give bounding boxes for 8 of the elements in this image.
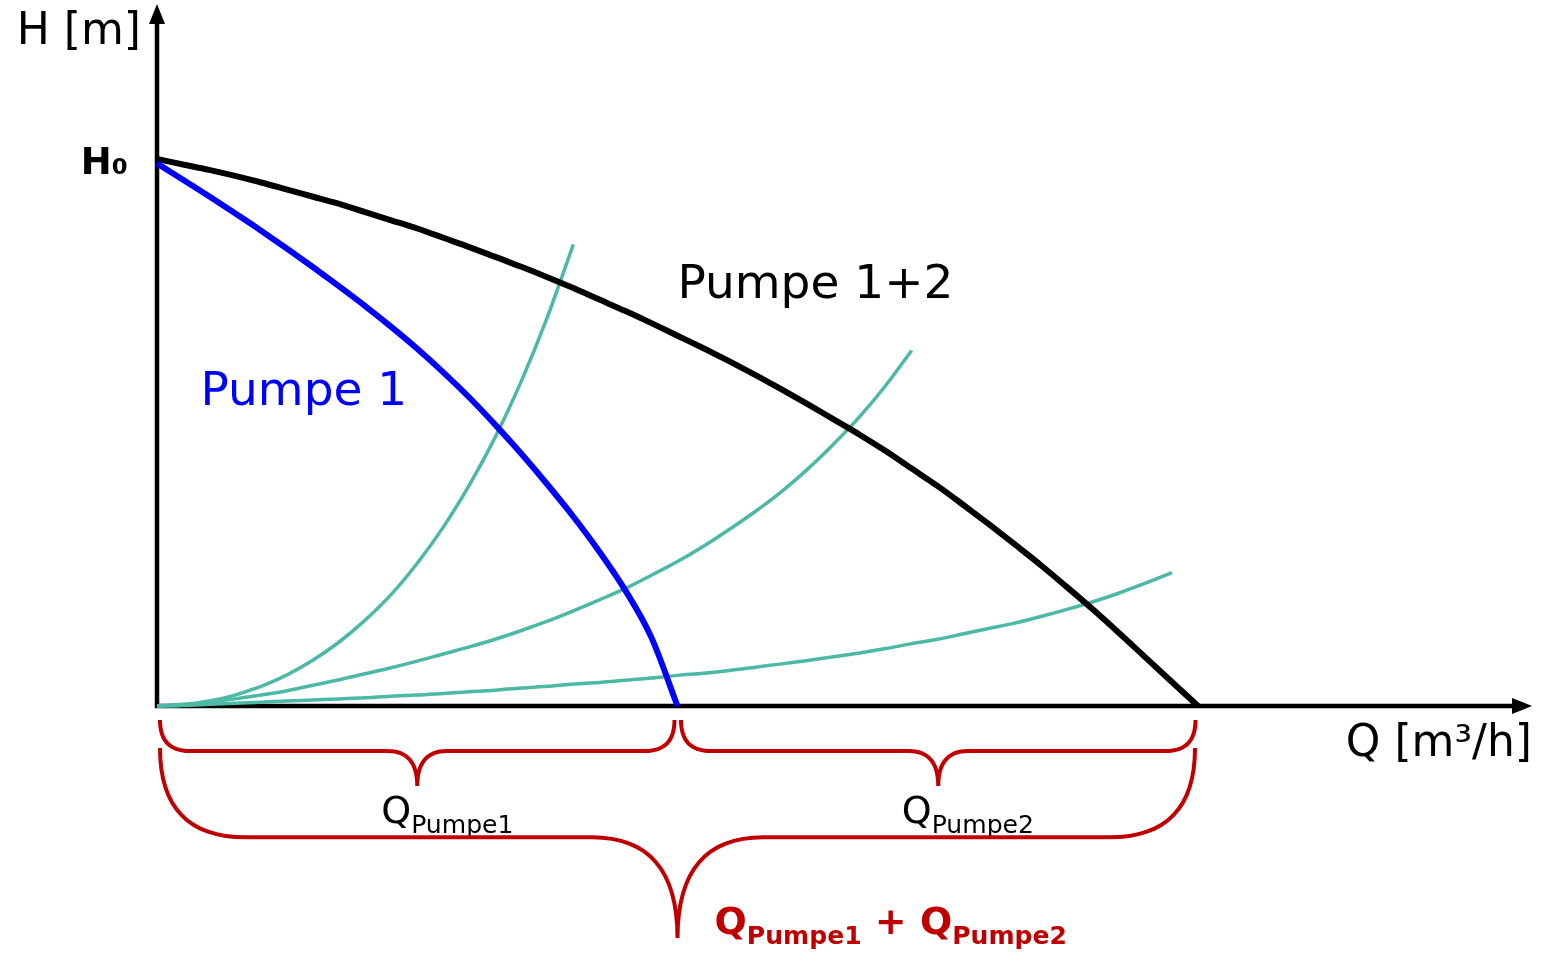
text: Q$_{Pumpe1}$ + Q$_{Pumpe2}$: [714, 899, 1067, 951]
text: Q$_{Pumpe2}$: [901, 788, 1034, 840]
text: H₀: [80, 140, 128, 183]
series-label: Pumpe 1+2: [677, 253, 954, 309]
y-axis-title: H [m]: [16, 3, 141, 54]
series-label: Pumpe 1: [200, 360, 408, 416]
x-axis-title: Q [m³/h]: [1345, 715, 1532, 766]
text: Q$_{Pumpe1}$: [381, 788, 514, 840]
